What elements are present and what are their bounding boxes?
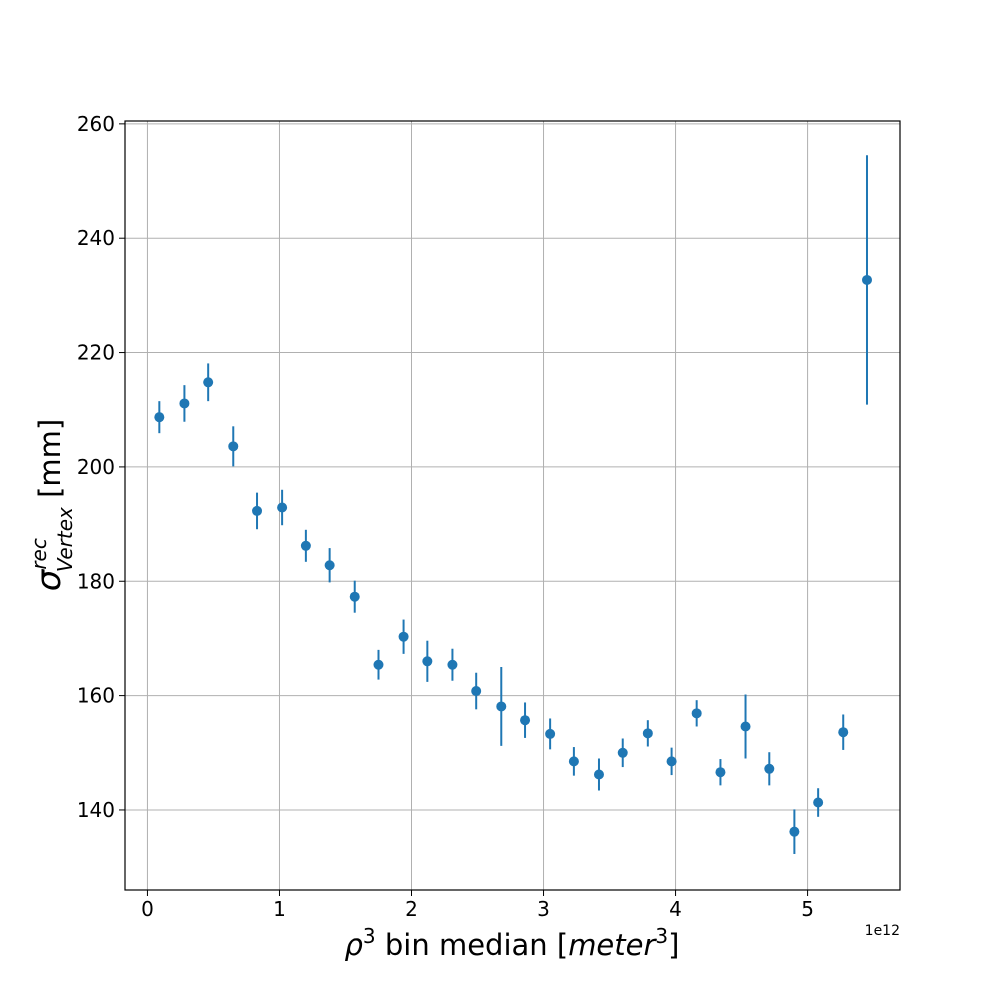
data-point [642,728,653,739]
data-point [617,747,628,758]
data-point [789,826,800,837]
data-point [568,756,579,767]
y-tick-label: 220 [77,341,115,365]
data-point [838,727,849,738]
y-tick-label: 200 [77,455,115,479]
x-tick-label: 2 [405,897,418,921]
data-point [764,763,775,774]
data-point [471,686,482,697]
data-point [861,274,872,285]
data-point [324,560,335,571]
x-tick-label: 1 [273,897,286,921]
data-point [447,659,458,670]
x-axis-label: ρ3 bin median [meter3] [345,924,680,962]
x-tick-label: 3 [537,897,550,921]
data-point [691,708,702,719]
data-point [422,656,433,667]
y-tick-label: 260 [77,112,115,136]
data-point [715,767,726,778]
data-point [252,505,263,516]
y-tick-label: 140 [77,798,115,822]
y-tick-label: 240 [77,226,115,250]
grid [125,121,900,890]
x-axis-ticks: 0 1 2 3 4 5 [141,890,814,921]
y-tick-label: 180 [77,569,115,593]
data-point [545,728,556,739]
data-point [277,502,288,513]
x-tick-label: 4 [669,897,682,921]
plot-marks [154,155,872,854]
data-point [373,659,384,670]
data-point [496,701,507,712]
x-tick-label: 5 [801,897,814,921]
y-tick-label: 160 [77,684,115,708]
data-point [740,721,751,732]
data-point [228,441,239,452]
data-point [813,797,824,808]
y-axis-label: σrec Vertex [mm] [27,419,77,591]
data-point [666,756,677,767]
data-point [154,412,165,423]
axes-frame [124,120,901,891]
data-point [300,540,311,551]
data-point [520,715,531,726]
y-axis-ticks: 140 160 180 200 220 240 260 [77,112,125,822]
data-point [203,377,214,388]
data-point [593,769,604,780]
data-point [179,398,190,409]
x-offset-label: 1e12 [865,923,900,939]
data-point [398,631,409,642]
x-tick-label: 0 [141,897,154,921]
data-point [349,591,360,602]
